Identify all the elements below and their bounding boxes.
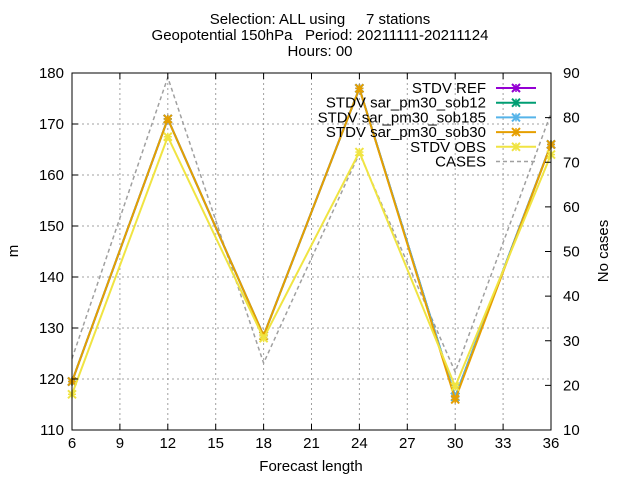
y-axis-label: m (5, 245, 22, 258)
series-3-point (450, 394, 460, 405)
x-axis-label: Forecast length (259, 458, 362, 475)
y-tick-label: 170 (39, 116, 64, 133)
x-tick-label: 15 (207, 435, 224, 452)
y-tick-label: 150 (39, 218, 64, 235)
legend-label: STDV sar_pm30_sob12 (326, 95, 486, 112)
y2-tick-label: 20 (563, 377, 580, 394)
series-3-point (354, 83, 365, 94)
legend-label: STDV sar_pm30_sob30 (326, 124, 486, 141)
y2-tick-label: 30 (563, 333, 580, 350)
series-4-point (450, 381, 460, 392)
x-tick-label: 36 (543, 435, 560, 452)
y-tick-label: 140 (39, 269, 64, 286)
chart-title-line-2: Geopotential 150hPa Period: 20211111-202… (151, 27, 489, 44)
legend-label: STDV sar_pm30_sob185 (318, 109, 486, 126)
chart-title-line-1: Selection: ALL using 7 stations (209, 11, 431, 28)
x-tick-label: 33 (495, 435, 512, 452)
series-4-point (163, 132, 173, 142)
series-4-point (258, 333, 269, 343)
y2-tick-label: 80 (563, 110, 580, 127)
x-tick-label: 27 (399, 435, 416, 452)
x-tick-label: 6 (68, 435, 76, 452)
x-tick-label: 9 (116, 435, 124, 452)
series-3-point (163, 114, 173, 124)
y2-tick-label: 90 (563, 65, 580, 82)
legend-label: STDV OBS (410, 139, 486, 156)
x-tick-label: 12 (159, 435, 176, 452)
y2-tick-label: 60 (563, 199, 580, 216)
series-4-line (71, 134, 552, 395)
x-tick-label: 24 (351, 435, 368, 452)
legend-label: CASES (435, 154, 486, 171)
legend-marker (511, 83, 521, 93)
y-tick-label: 180 (39, 65, 64, 82)
y2-tick-label: 10 (563, 422, 580, 439)
x-tick-label: 18 (255, 435, 272, 452)
y-tick-label: 110 (40, 422, 64, 439)
series-3-line (71, 85, 552, 403)
legend-marker (511, 112, 521, 123)
legend-marker (511, 142, 521, 152)
x-tick-label: 21 (303, 435, 320, 452)
y2-tick-label: 50 (563, 244, 580, 261)
series-5-line (71, 75, 552, 374)
y2-tick-label: 70 (563, 154, 580, 171)
series-4-point (354, 147, 365, 157)
legend-label: STDV REF (412, 80, 486, 97)
chart-title-line-3: Hours: 00 (287, 43, 353, 60)
legend-marker (511, 127, 521, 137)
axis-ticks: 6 9 12 15 18 21 24 27 30 33 36 110 120 130 140 150 160 17… (39, 65, 580, 452)
legend-marker (511, 97, 521, 108)
y-tick-label: 160 (39, 167, 64, 184)
y-tick-label: 120 (39, 371, 64, 388)
y2-tick-label: 40 (563, 288, 580, 305)
x-tick-label: 30 (447, 435, 464, 452)
y2-axis-label: No cases (595, 220, 612, 283)
y-tick-label: 130 (39, 320, 64, 337)
